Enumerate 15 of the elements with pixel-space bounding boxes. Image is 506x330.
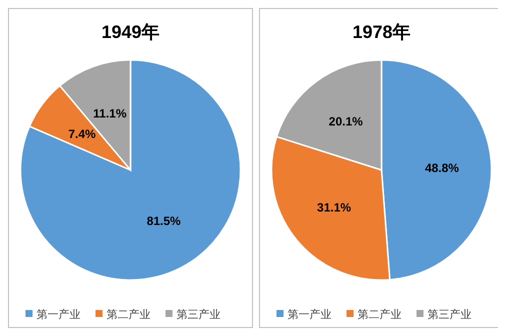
data-label: 31.1% (317, 200, 352, 215)
data-label: 20.1% (328, 114, 364, 128)
chart-title: 1978年 (352, 22, 411, 42)
data-label: 7.4% (68, 127, 96, 142)
legend-label: 第三产业 (428, 308, 472, 321)
pie-slice (20, 59, 242, 281)
legend-label: 第二产业 (358, 308, 402, 321)
legend-label: 第三产业 (176, 308, 220, 321)
data-label: 11.1% (93, 106, 127, 120)
legend-label: 第一产业 (288, 308, 332, 321)
data-label: 81.5% (146, 214, 182, 228)
legend-label: 第一产业 (36, 308, 80, 321)
chart-title: 1949年 (101, 22, 160, 42)
data-label: 48.8% (424, 160, 460, 175)
legend-label: 第二产业 (106, 308, 150, 321)
